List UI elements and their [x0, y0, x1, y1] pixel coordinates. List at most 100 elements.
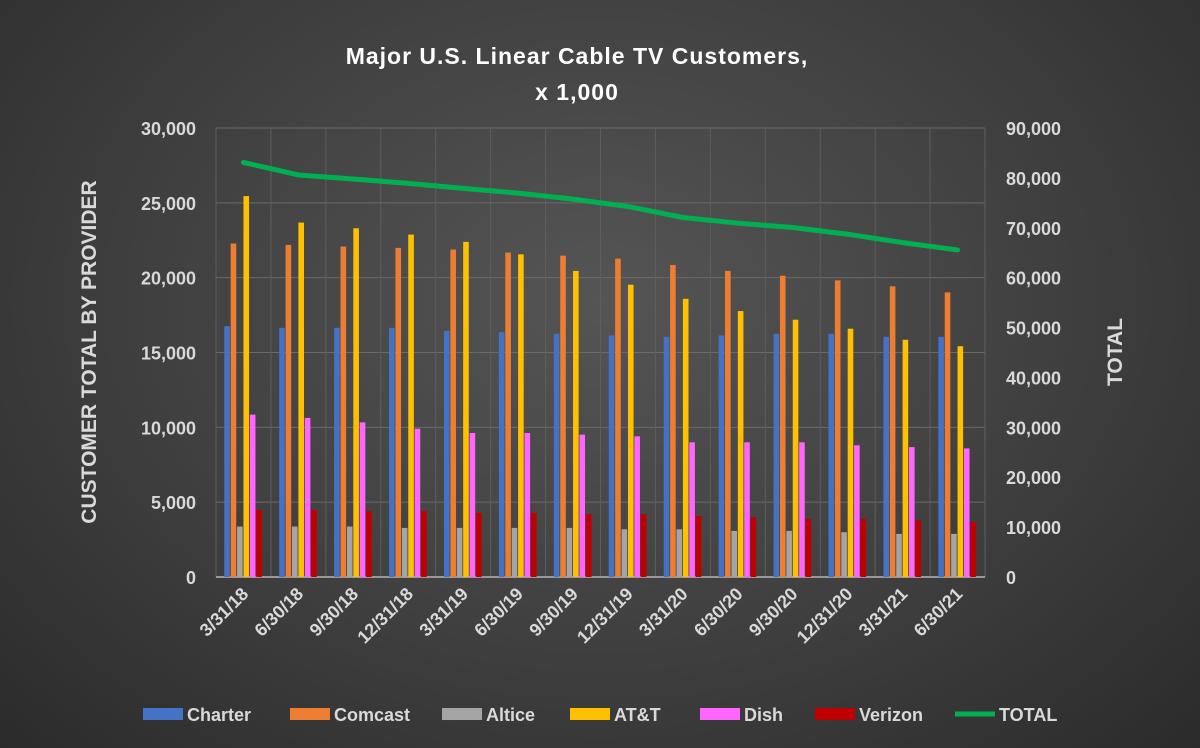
- bar-dish: [689, 442, 695, 577]
- bar-altice: [291, 526, 298, 577]
- legend-swatch: [700, 708, 740, 720]
- legend-label: Verizon: [859, 705, 923, 725]
- legend-label: Charter: [187, 705, 251, 725]
- bar-att: [792, 319, 799, 577]
- bar-altice: [621, 529, 628, 577]
- gridlines: [215, 127, 986, 578]
- bar-charter: [443, 330, 450, 577]
- bar-comcast: [340, 246, 347, 577]
- bar-verizon: [805, 518, 812, 577]
- bar-charter: [718, 335, 725, 577]
- bar-verizon: [860, 518, 867, 577]
- bar-comcast: [725, 270, 731, 577]
- y2-tick-label: 70,000: [1006, 219, 1061, 239]
- bar-dish: [469, 433, 476, 577]
- bar-altice: [401, 527, 408, 577]
- bar-dish: [414, 428, 421, 577]
- bar-altice: [511, 527, 518, 577]
- bar-verizon: [256, 509, 262, 577]
- bar-verizon: [695, 515, 702, 577]
- total-line-group: [240, 159, 961, 253]
- y2-tick-label: 0: [1006, 568, 1016, 588]
- bar-att: [957, 346, 964, 577]
- y2-tick-label: 80,000: [1006, 169, 1061, 189]
- bar-att: [902, 339, 909, 577]
- bar-comcast: [285, 244, 292, 578]
- bar-verizon: [915, 520, 922, 577]
- bar-verizon: [970, 521, 976, 577]
- bar-dish: [634, 436, 640, 577]
- x-tick-label: 3/31/21: [855, 584, 912, 641]
- bar-att: [243, 196, 250, 577]
- bar-comcast: [779, 275, 786, 577]
- bar-charter: [389, 327, 395, 577]
- x-tick-label: 6/30/19: [470, 584, 527, 641]
- y2-tick-label: 30,000: [1006, 418, 1061, 438]
- bar-comcast: [505, 252, 511, 578]
- y2-tick-label: 20,000: [1006, 468, 1061, 488]
- bar-comcast: [450, 249, 456, 577]
- chart-title-line1: Major U.S. Linear Cable TV Customers,: [346, 43, 809, 69]
- bar-altice: [676, 529, 683, 577]
- bar-dish: [579, 434, 586, 577]
- x-tick-label: 3/31/20: [635, 584, 692, 641]
- legend-label: Dish: [744, 705, 783, 725]
- bar-dish: [963, 448, 970, 577]
- x-ticks: 3/31/186/30/189/30/1812/31/183/31/196/30…: [196, 584, 967, 648]
- legend-label: Comcast: [334, 705, 410, 725]
- legend-swatch: [442, 708, 482, 720]
- legend-label: AT&T: [614, 705, 661, 725]
- bar-charter: [224, 326, 230, 577]
- y-tick-label: 5,000: [151, 493, 196, 513]
- bar-altice: [951, 533, 957, 577]
- legend-label: Altice: [486, 705, 535, 725]
- bar-altice: [786, 530, 792, 577]
- bar-att: [573, 270, 579, 577]
- bar-verizon: [640, 514, 647, 577]
- bar-dish: [359, 422, 366, 577]
- bar-verizon: [530, 512, 537, 577]
- bar-altice: [346, 526, 353, 577]
- legend: Charter Comcast Altice AT&T Dish Verizon TOTAL: [143, 705, 1057, 725]
- y2-tick-label: 10,000: [1006, 518, 1061, 538]
- bar-comcast: [395, 247, 402, 577]
- x-tick-label: 6/30/20: [690, 584, 747, 641]
- bar-att: [737, 311, 744, 577]
- x-tick-label: 3/31/18: [196, 584, 253, 641]
- bar-charter: [828, 333, 835, 577]
- y-tick-label: 10,000: [141, 418, 196, 438]
- bar-verizon: [475, 512, 482, 577]
- bar-att: [627, 284, 634, 577]
- bar-altice: [456, 527, 463, 577]
- y-tick-label: 30,000: [141, 119, 196, 139]
- legend-swatch: [290, 708, 330, 720]
- bars: [224, 196, 976, 578]
- bar-charter: [663, 336, 670, 577]
- bar-charter: [279, 327, 285, 577]
- bar-charter: [608, 335, 615, 577]
- y-tick-label: 25,000: [141, 194, 196, 214]
- bar-verizon: [311, 509, 317, 577]
- bar-charter: [553, 333, 560, 577]
- bar-dish: [524, 433, 531, 577]
- bar-altice: [896, 533, 902, 577]
- y2-tick-label: 90,000: [1006, 119, 1061, 139]
- bar-charter: [883, 336, 890, 577]
- x-tick-label: 12/31/18: [353, 584, 417, 648]
- bar-verizon: [366, 511, 372, 577]
- bar-charter: [498, 332, 505, 577]
- bar-comcast: [670, 264, 676, 577]
- y2-tick-label: 60,000: [1006, 269, 1061, 289]
- bar-altice: [841, 532, 847, 577]
- y-tick-label: 15,000: [141, 344, 196, 364]
- y2-tick-label: 50,000: [1006, 319, 1061, 339]
- bar-dish: [744, 442, 750, 577]
- legend-swatch: [815, 708, 855, 720]
- bar-charter: [773, 333, 780, 577]
- y-tick-label: 20,000: [141, 269, 196, 289]
- y2-axis-title: TOTAL: [1104, 318, 1127, 386]
- x-tick-label: 12/31/20: [793, 584, 857, 648]
- bar-altice: [731, 530, 738, 577]
- bar-charter: [938, 336, 944, 577]
